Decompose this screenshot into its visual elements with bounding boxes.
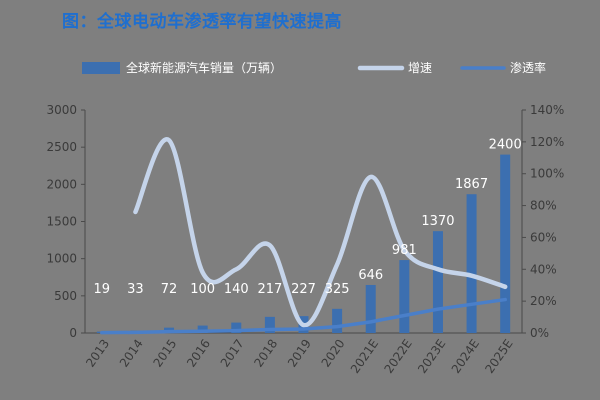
right-tick-label: 0% [530,326,549,340]
left-tick-label: 3000 [46,103,77,117]
sales-bar [500,154,511,333]
x-tick-label: 2025E [482,337,515,376]
right-tick-label: 60% [530,230,557,244]
right-tick-label: 100% [530,167,564,181]
x-tick-label: 2014 [117,337,146,370]
sales-data-label: 140 [224,282,249,297]
sales-bar [466,194,477,333]
x-tick-label: 2023E [415,337,448,376]
sales-data-label: 217 [257,282,282,297]
x-tick-label: 2024E [449,337,482,376]
sales-data-label: 981 [392,243,417,258]
sales-data-label: 227 [291,282,316,297]
sales-data-label: 33 [127,282,144,297]
growth-line [133,137,508,328]
x-tick-label: 2019 [285,337,314,370]
right-tick-label: 20% [530,294,557,308]
sales-data-label: 1370 [421,214,454,229]
right-tick-label: 80% [530,199,557,213]
legend-label-sales: 全球新能源汽车销量（万辆） [126,60,282,75]
sales-data-label: 2400 [489,138,522,153]
x-tick-label: 2022E [381,337,414,376]
left-tick-label: 1000 [46,252,77,266]
sales-data-label: 325 [325,282,350,297]
sales-data-label: 100 [190,282,215,297]
left-tick-label: 1500 [46,215,77,229]
x-tick-label: 2013 [83,337,112,370]
sales-data-label: 646 [358,268,383,283]
x-tick-label: 2020 [319,337,348,370]
right-tick-label: 140% [530,103,564,117]
sales-data-label: 1867 [455,177,488,192]
sales-bar [432,231,443,333]
legend-label-penetration: 渗透率 [510,60,546,75]
legend-swatch-sales [82,62,120,74]
sales-data-label: 72 [161,282,178,297]
x-tick-label: 2018 [251,337,280,370]
sales-bar [399,260,410,333]
legend-label-growth: 增速 [408,61,432,75]
left-tick-label: 0 [69,326,77,340]
x-tick-label: 2017 [218,337,247,370]
left-tick-label: 2500 [46,140,77,154]
sales-bar [332,308,343,333]
chart-title: 图：全球电动车渗透率有望快速提高 [62,12,342,32]
sales-bar [197,325,208,333]
x-tick-label: 2021E [348,337,381,376]
x-tick-label: 2016 [184,337,213,370]
left-tick-label: 500 [54,289,77,303]
penetration-line [100,297,507,335]
sales-bar [264,316,275,333]
sales-data-label: 19 [94,282,111,297]
right-tick-label: 120% [530,135,564,149]
x-tick-label: 2015 [151,337,180,370]
left-tick-label: 2000 [46,177,77,191]
right-tick-label: 40% [530,262,557,276]
sales-bar [365,284,376,333]
sales-bar [231,322,242,333]
